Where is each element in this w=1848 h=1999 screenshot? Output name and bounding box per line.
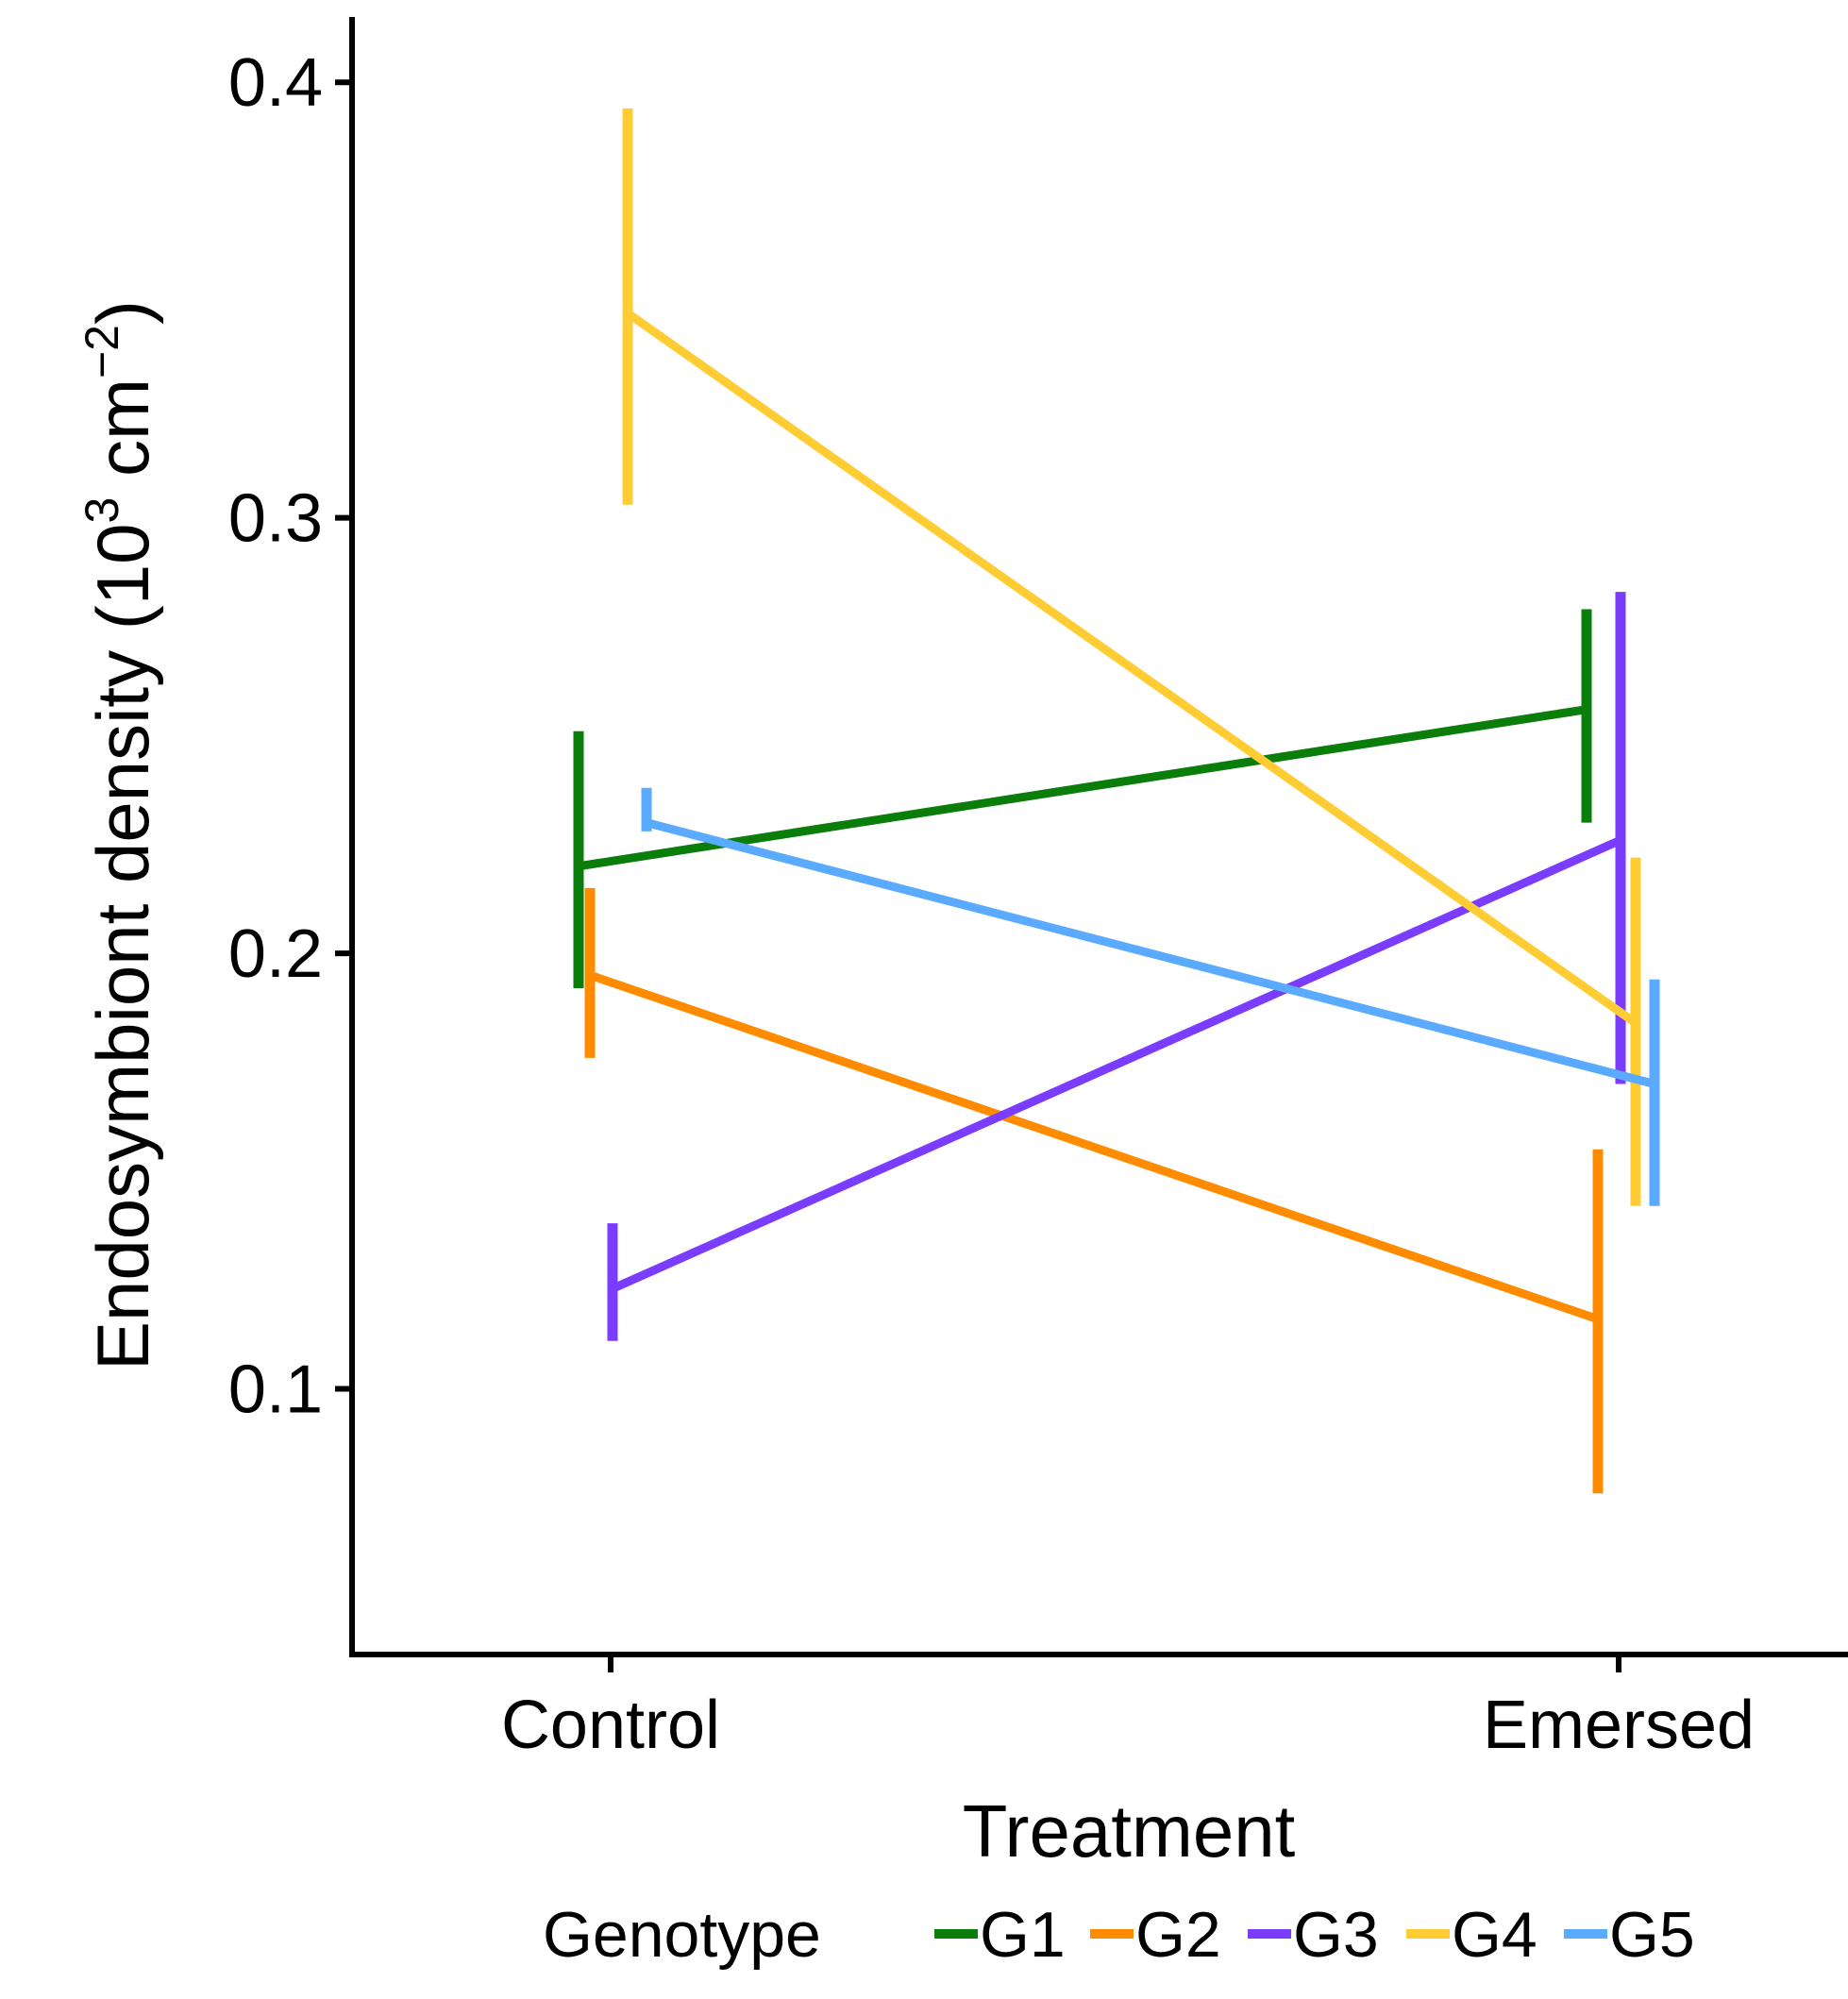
series-g5 xyxy=(641,787,1660,1206)
x-tick-label-emersed: Emersed xyxy=(1483,1688,1755,1763)
series-g1 xyxy=(573,609,1592,989)
legend-label-g2: G2 xyxy=(1135,1899,1221,1971)
y-axis-title-exponent-1: 3 xyxy=(76,497,128,524)
legend-label-g1: G1 xyxy=(980,1899,1066,1971)
y-tick-label: 0.3 xyxy=(228,481,323,557)
series-g2 xyxy=(584,887,1604,1494)
legend-label-g3: G3 xyxy=(1293,1899,1379,1971)
y-axis-title-main: Endosymbiont density (10 xyxy=(81,523,164,1370)
y-axis-title-close: ) xyxy=(81,300,164,325)
series-line-g5 xyxy=(645,818,1656,1088)
x-tick-label-control: Control xyxy=(501,1688,720,1763)
y-tick-label: 0.4 xyxy=(228,45,323,121)
y-axis-ticks: 0.1 0.2 0.3 0.4 xyxy=(228,45,352,1428)
series-g4 xyxy=(622,108,1641,1206)
series-line-g2 xyxy=(588,970,1600,1323)
legend-label-g5: G5 xyxy=(1609,1899,1695,1971)
y-axis-title-exponent-2: −2 xyxy=(76,325,128,378)
legend-title: Genotype xyxy=(543,1899,821,1971)
series-layer xyxy=(573,108,1660,1494)
x-axis-title: Treatment xyxy=(963,1789,1296,1873)
y-axis-title-unit: cm xyxy=(81,378,164,497)
series-line-g4 xyxy=(625,310,1638,1027)
x-axis-ticks: Control Emersed xyxy=(501,1655,1755,1763)
series-line-g3 xyxy=(611,836,1622,1293)
legend: Genotype G1 G2 G3 G4 G5 xyxy=(543,1899,1695,1971)
series-g3 xyxy=(607,592,1626,1341)
legend-label-g4: G4 xyxy=(1452,1899,1537,1971)
y-tick-label: 0.2 xyxy=(228,916,323,992)
series-line-g1 xyxy=(578,705,1588,871)
y-tick-label: 0.1 xyxy=(228,1352,323,1428)
y-axis-title: Endosymbiont density (103 cm−2) xyxy=(76,300,164,1370)
